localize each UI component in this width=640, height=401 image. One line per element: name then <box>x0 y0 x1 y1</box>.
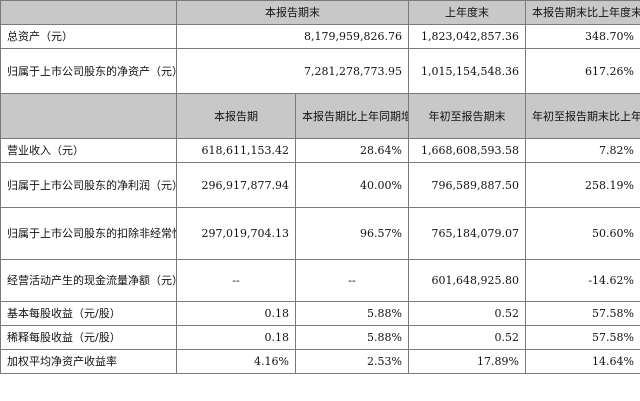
table-row: 归属于上市公司股东的扣除非经常性损益的净利润（元） 297,019,704.13… <box>0 207 640 260</box>
top-header-row: 本报告期末 上年度末 本报告期末比上年度末增减 <box>0 0 640 25</box>
row-label: 加权平均净资产收益率 <box>0 349 177 374</box>
value-cell: 40.00% <box>295 162 409 208</box>
value-cell: 1,668,608,593.58 <box>408 138 526 163</box>
value-cell: 618,611,153.42 <box>176 138 296 163</box>
value-cell: 0.18 <box>176 325 296 350</box>
value-cell: 0.52 <box>408 301 526 326</box>
bottom-header-row: 本报告期 本报告期比上年同期增减 年初至报告期末 年初至报告期末比上年同期增减 <box>0 93 640 139</box>
table-row: 营业收入（元） 618,611,153.42 28.64% 1,668,608,… <box>0 138 640 163</box>
row-label: 归属于上市公司股东的净资产（元） <box>0 48 177 94</box>
header-change-vs-prior-year-end: 本报告期末比上年度末增减 <box>525 0 640 25</box>
value-cell: 7,281,278,773.95 <box>176 48 409 94</box>
row-label: 总资产（元） <box>0 24 177 49</box>
value-cell: 796,589,887.50 <box>408 162 526 208</box>
value-cell: 5.88% <box>295 325 409 350</box>
table-row: 经营活动产生的现金流量净额（元） -- -- 601,648,925.80 -1… <box>0 259 640 302</box>
value-cell: 0.52 <box>408 325 526 350</box>
value-cell: 5.88% <box>295 301 409 326</box>
header-period-end: 本报告期末 <box>176 0 409 25</box>
row-label: 归属于上市公司股东的净利润（元） <box>0 162 177 208</box>
value-cell: 50.60% <box>525 207 640 260</box>
row-label: 归属于上市公司股东的扣除非经常性损益的净利润（元） <box>0 207 177 260</box>
header-current-period: 本报告期 <box>176 93 296 139</box>
table-row: 归属于上市公司股东的净资产（元） 7,281,278,773.95 1,015,… <box>0 48 640 94</box>
value-cell: 4.16% <box>176 349 296 374</box>
value-cell: -14.62% <box>525 259 640 302</box>
value-cell: 296,917,877.94 <box>176 162 296 208</box>
table-row: 基本每股收益（元/股） 0.18 5.88% 0.52 57.58% <box>0 301 640 326</box>
value-cell: 8,179,959,826.76 <box>176 24 409 49</box>
value-cell: 0.18 <box>176 301 296 326</box>
row-label: 经营活动产生的现金流量净额（元） <box>0 259 177 302</box>
row-label: 基本每股收益（元/股） <box>0 301 177 326</box>
value-cell: 17.89% <box>408 349 526 374</box>
value-cell: 2.53% <box>295 349 409 374</box>
value-cell: 7.82% <box>525 138 640 163</box>
value-cell: -- <box>295 259 409 302</box>
table-row: 总资产（元） 8,179,959,826.76 1,823,042,857.36… <box>0 24 640 49</box>
value-cell: 765,184,079.07 <box>408 207 526 260</box>
value-cell: 96.57% <box>295 207 409 260</box>
value-cell: 28.64% <box>295 138 409 163</box>
header-current-period-change: 本报告期比上年同期增减 <box>295 93 409 139</box>
value-cell: 297,019,704.13 <box>176 207 296 260</box>
value-cell: 1,823,042,857.36 <box>408 24 526 49</box>
value-cell: 258.19% <box>525 162 640 208</box>
value-cell: 348.70% <box>525 24 640 49</box>
value-cell: 57.58% <box>525 301 640 326</box>
value-cell: 601,648,925.80 <box>408 259 526 302</box>
value-cell: 617.26% <box>525 48 640 94</box>
value-cell: -- <box>176 259 296 302</box>
header-ytd: 年初至报告期末 <box>408 93 526 139</box>
value-cell: 1,015,154,548.36 <box>408 48 526 94</box>
table-row: 稀释每股收益（元/股） 0.18 5.88% 0.52 57.58% <box>0 325 640 350</box>
table-row: 加权平均净资产收益率 4.16% 2.53% 17.89% 14.64% <box>0 349 640 374</box>
row-label: 稀释每股收益（元/股） <box>0 325 177 350</box>
financial-summary-table: 本报告期末 上年度末 本报告期末比上年度末增减 总资产（元） 8,179,959… <box>0 0 640 374</box>
value-cell: 14.64% <box>525 349 640 374</box>
header-prior-year-end: 上年度末 <box>408 0 526 25</box>
table-row: 归属于上市公司股东的净利润（元） 296,917,877.94 40.00% 7… <box>0 162 640 208</box>
top-header-blank-cell <box>0 0 177 25</box>
row-label: 营业收入（元） <box>0 138 177 163</box>
header-ytd-change: 年初至报告期末比上年同期增减 <box>525 93 640 139</box>
bottom-header-blank-cell <box>0 93 177 139</box>
value-cell: 57.58% <box>525 325 640 350</box>
